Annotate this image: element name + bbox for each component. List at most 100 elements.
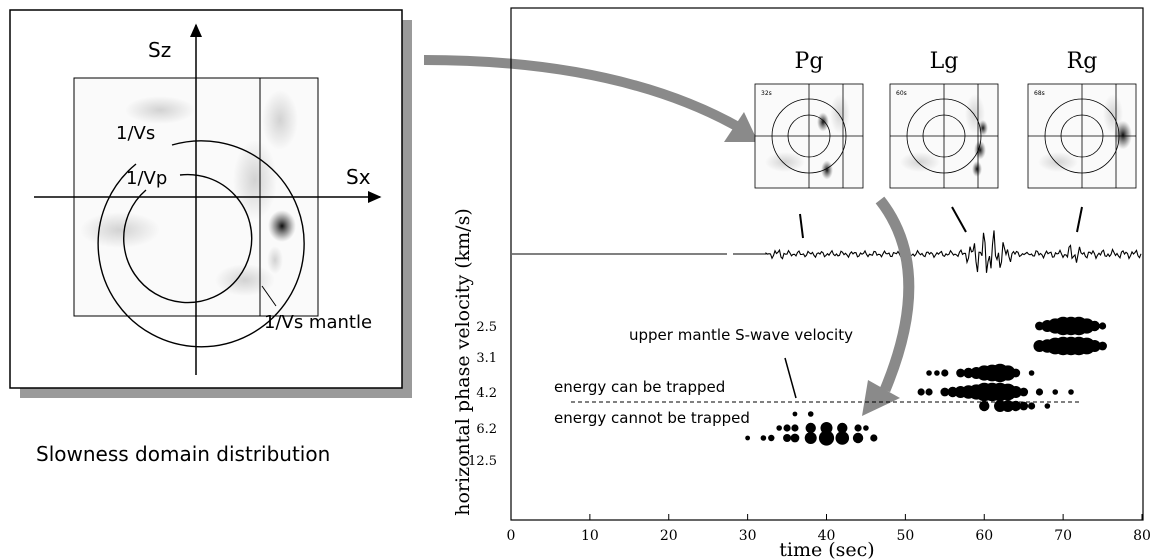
- upper-mantle-label: upper mantle S-wave velocity: [629, 326, 853, 344]
- y-tick-label: 12.5: [468, 454, 497, 469]
- phase-dot: [790, 433, 800, 443]
- phase-dot: [940, 387, 950, 397]
- phase-dot: [1098, 322, 1107, 330]
- can-trap-label: energy can be trapped: [554, 378, 725, 396]
- y-axis-label: horizontal phase velocity (km/s): [452, 208, 474, 516]
- phase-dot: [1044, 403, 1051, 409]
- lg-pointer: [951, 206, 967, 233]
- phase-dot: [1088, 340, 1101, 352]
- phase-dot: [783, 424, 791, 432]
- phase-dot: [1019, 401, 1029, 411]
- phase-dot: [791, 424, 799, 432]
- mantle-leader: [261, 285, 277, 307]
- vs-mantle-label: 1/Vs mantle: [264, 312, 372, 333]
- phase-dot: [792, 411, 798, 417]
- inset-title-rg: Rg: [1067, 49, 1098, 74]
- connector-arrow-shaft: [423, 55, 743, 133]
- vs-label: 1/Vs: [116, 123, 155, 144]
- phase-dot: [1000, 365, 1016, 381]
- x-tick-label: 30: [739, 528, 757, 544]
- phase-dot: [745, 435, 751, 441]
- phase-dot: [1068, 389, 1074, 395]
- connector-arrow-head: [724, 112, 758, 142]
- phase-dot: [804, 432, 817, 444]
- x-tick-label: 40: [818, 528, 836, 544]
- x-tick-label: 80: [1133, 528, 1151, 544]
- y-tick-label: 3.1: [476, 351, 497, 366]
- energy-peak: [268, 210, 296, 242]
- sz-label: Sz: [148, 38, 171, 62]
- vs-circle: [97, 140, 305, 348]
- inset-title-pg: Pg: [795, 49, 824, 74]
- inset-time-tag: 32s: [761, 90, 772, 97]
- phase-dot: [925, 388, 933, 396]
- phase-dot: [1035, 388, 1044, 396]
- phase-dot: [956, 368, 965, 378]
- slowness-haze: [80, 90, 298, 296]
- x-tick-label: 60: [975, 528, 993, 544]
- phase-dot: [768, 434, 775, 442]
- phase-dot: [776, 425, 782, 431]
- phase-dot: [852, 432, 864, 444]
- phase-arrow-shaft: [875, 196, 915, 393]
- inset-peak: [1114, 120, 1132, 150]
- phase-dot: [1052, 389, 1059, 395]
- phase-dot: [1079, 318, 1095, 334]
- x-axis-label: time (sec): [779, 539, 874, 560]
- seismogram-trace: [512, 230, 1142, 273]
- phase-dot: [1019, 387, 1029, 397]
- phase-dot: [1001, 400, 1014, 412]
- phase-dot: [863, 425, 869, 431]
- phase-dot: [820, 422, 833, 434]
- inset-title-lg: Lg: [930, 49, 959, 74]
- phase-dot: [805, 422, 816, 434]
- pg-pointer: [799, 213, 804, 239]
- phase-dot: [1009, 386, 1022, 398]
- phase-dot: [941, 369, 949, 377]
- rg-pointer: [1076, 206, 1083, 233]
- vp-label: 1/Vp: [126, 168, 167, 189]
- y-tick-label: 6.2: [476, 422, 497, 437]
- panel-caption: Slowness domain distribution: [36, 442, 330, 466]
- inset-peak: [978, 120, 988, 136]
- phase-dot: [1010, 400, 1021, 412]
- phase-dot: [979, 400, 990, 412]
- cannot-trap-label: energy cannot be trapped: [554, 409, 750, 427]
- phase-dot: [818, 430, 835, 446]
- phase-dot: [807, 411, 814, 417]
- phase-arrow-head: [862, 380, 900, 416]
- phase-dot: [1011, 368, 1021, 378]
- x-tick-label: 10: [581, 528, 599, 544]
- phase-dot: [760, 435, 767, 441]
- y-tick-label: 4.2: [476, 386, 497, 401]
- x-tick-label: 70: [1054, 528, 1072, 544]
- x-tick-label: 20: [660, 528, 678, 544]
- phase-dot: [854, 424, 862, 432]
- sx-label: Sx: [346, 165, 371, 189]
- phase-dot: [870, 434, 878, 442]
- phase-dot: [1027, 402, 1036, 410]
- phase-dot: [837, 422, 848, 434]
- phase-dot: [1035, 321, 1044, 331]
- phase-dot: [926, 370, 932, 376]
- y-tick-label: 2.5: [476, 320, 497, 335]
- phase-velocity-dots: [745, 316, 1107, 446]
- mantle-annotation-leader: [784, 357, 797, 399]
- inset-peak: [972, 161, 982, 177]
- inset-peak: [974, 140, 986, 160]
- inset-time-tag: 60s: [896, 90, 907, 97]
- phase-dot: [1098, 341, 1107, 351]
- phase-dot: [835, 431, 850, 445]
- vp-circle: [123, 173, 253, 304]
- phase-dot: [934, 370, 940, 376]
- phase-dot: [783, 434, 792, 442]
- inset-peak: [817, 112, 829, 132]
- phase-dot: [1028, 370, 1035, 376]
- inset-time-tag: 68s: [1034, 90, 1045, 97]
- x-tick-label: 0: [507, 528, 516, 544]
- x-tick-labels: 0 10 20 30 40 50 60 70 80: [507, 514, 1151, 544]
- inset-peak: [821, 160, 833, 180]
- inset-group: 32s Pg 60s Lg 68s Rg: [754, 49, 1137, 189]
- x-tick-label: 50: [896, 528, 914, 544]
